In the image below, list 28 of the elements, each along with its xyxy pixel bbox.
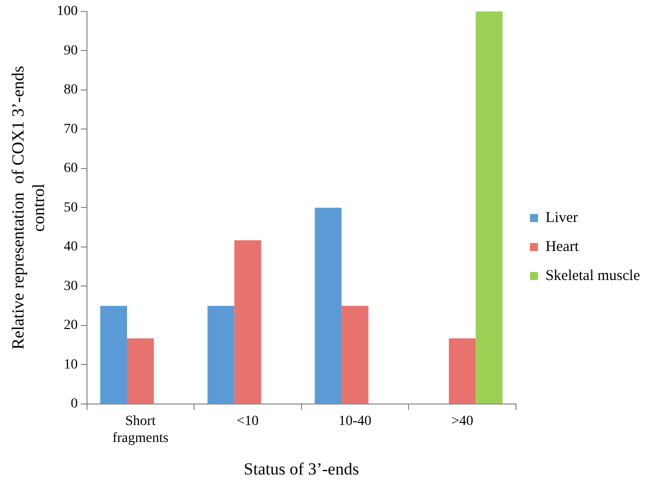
y-tick-label: 100 <box>56 4 78 20</box>
y-tick-label: 50 <box>64 200 78 216</box>
legend-label: Skeletal muscle <box>545 268 640 284</box>
x-tick-label: >40 <box>451 414 474 430</box>
bar <box>342 306 368 404</box>
bar <box>234 240 262 404</box>
x-axis-title: Status of 3’-ends <box>244 459 359 478</box>
bar <box>100 306 128 404</box>
x-tick-label: <10 <box>236 414 259 430</box>
y-tick-label: 20 <box>64 318 78 334</box>
y-tick-label: 30 <box>64 278 78 294</box>
y-tick-label: 70 <box>64 122 78 137</box>
legend-label: Liver <box>545 210 578 226</box>
bar <box>448 338 476 404</box>
y-axis-title: Relative representation of COX1 3’-ends control <box>8 66 48 350</box>
bar <box>314 208 342 404</box>
bar <box>207 306 234 404</box>
bar <box>476 11 503 404</box>
x-tick-label: 10-40 <box>338 414 372 430</box>
y-tick-label: 60 <box>64 161 78 176</box>
y-tick-label: 0 <box>70 396 78 412</box>
y-tick-label: 90 <box>64 43 78 58</box>
bar <box>127 338 154 404</box>
y-tick-label: 80 <box>64 82 78 98</box>
y-tick-label: 10 <box>64 357 78 372</box>
legend-label: Heart <box>545 238 580 255</box>
y-tick-label: 40 <box>64 240 78 255</box>
x-tick-label: Short fragments <box>112 414 168 446</box>
